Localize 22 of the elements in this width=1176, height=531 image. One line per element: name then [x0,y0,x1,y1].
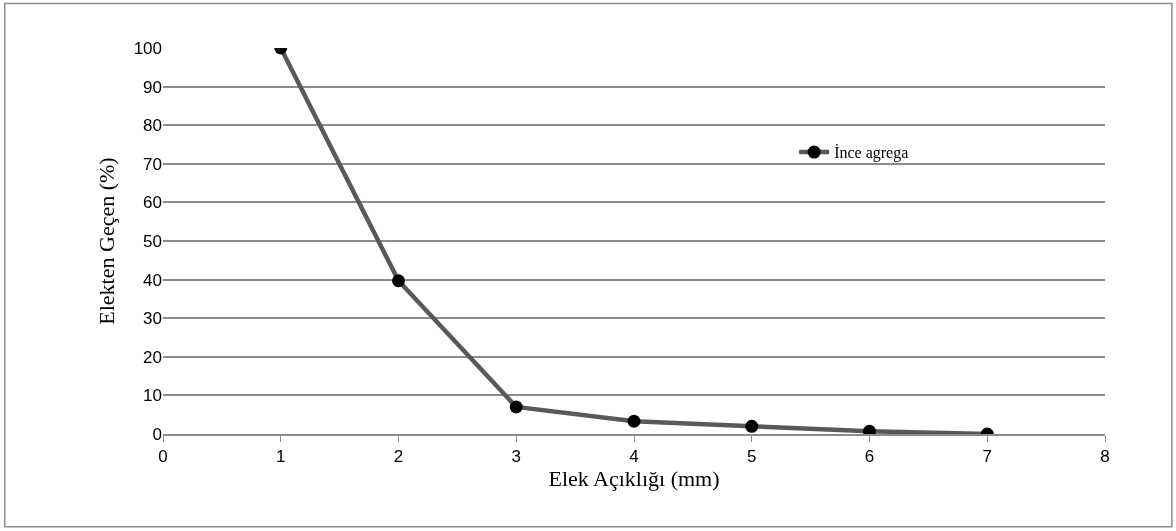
x-tick-label: 3 [511,447,521,467]
y-tick-label: 50 [143,231,162,251]
y-tick-label: 70 [143,154,162,174]
x-tick-label: 8 [1100,447,1110,467]
y-tick-label: 10 [143,386,162,406]
x-axis-title: Elek Açıklığı (mm) [548,466,720,492]
y-tick-label: 60 [143,193,162,213]
legend-label: İnce agrega [834,144,909,163]
y-tick-label: 80 [143,116,162,136]
x-tick-label: 4 [629,447,639,467]
y-tick-label: 0 [152,424,162,444]
y-tick-label: 90 [143,77,162,97]
x-tick-label: 5 [747,447,757,467]
y-tick-label: 30 [143,309,162,329]
x-tick-label: 6 [864,447,875,467]
x-tick-label: 7 [982,447,992,467]
x-tick-label: 2 [393,447,404,467]
x-tick-label: 1 [276,447,286,467]
y-tick-label: 20 [143,347,162,367]
y-tick-label: 100 [133,38,162,58]
y-tick-label: 40 [143,270,162,290]
y-axis-title: Elekten Geçen (%) [94,157,120,325]
